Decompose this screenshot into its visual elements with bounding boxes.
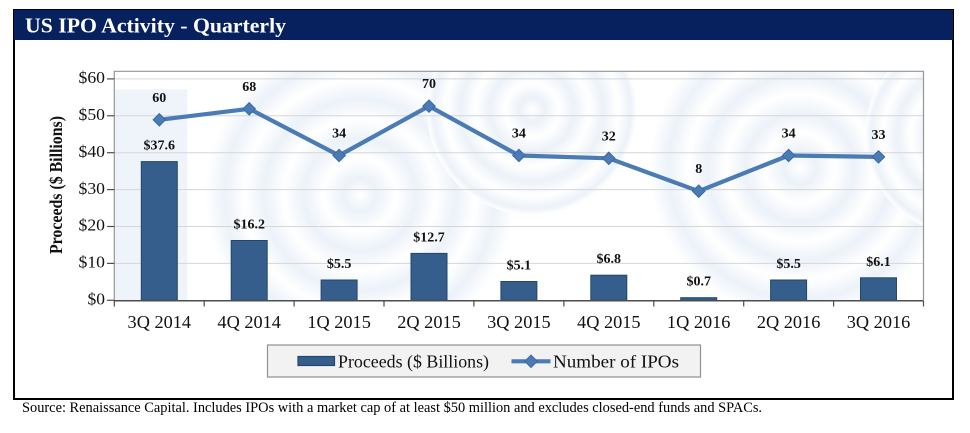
svg-text:$40: $40 [79,142,106,161]
svg-text:3Q 2015: 3Q 2015 [487,312,551,332]
svg-text:$16.2: $16.2 [233,218,265,233]
svg-text:1Q 2016: 1Q 2016 [667,312,731,332]
svg-text:2Q 2016: 2Q 2016 [757,312,821,332]
svg-text:3Q 2016: 3Q 2016 [847,312,911,332]
svg-text:Proceeds ($ Billions): Proceeds ($ Billions) [338,352,489,372]
svg-text:4Q 2014: 4Q 2014 [217,312,281,332]
svg-text:33: 33 [872,128,886,143]
svg-text:$20: $20 [79,216,106,235]
svg-text:34: 34 [332,127,346,142]
svg-text:34: 34 [512,127,526,142]
svg-text:$0.7: $0.7 [686,275,711,290]
svg-text:Source: Renaissance Capital. I: Source: Renaissance Capital. Includes IP… [22,400,762,416]
svg-text:$5.5: $5.5 [776,257,801,272]
svg-text:2Q 2015: 2Q 2015 [397,312,461,332]
svg-text:$5.1: $5.1 [507,259,532,274]
svg-text:4Q 2015: 4Q 2015 [577,312,641,332]
svg-text:Proceeds ($ Billions): Proceeds ($ Billions) [46,116,66,254]
svg-text:$37.6: $37.6 [144,139,176,154]
svg-text:$50: $50 [79,105,106,124]
svg-text:68: 68 [242,80,256,95]
svg-text:$10: $10 [79,253,106,272]
svg-text:$6.8: $6.8 [597,252,622,267]
svg-text:$5.5: $5.5 [327,257,352,272]
svg-text:Number of IPOs: Number of IPOs [553,352,679,372]
svg-text:70: 70 [422,77,436,92]
svg-text:8: 8 [695,162,702,177]
svg-text:1Q 2015: 1Q 2015 [307,312,371,332]
svg-text:3Q 2014: 3Q 2014 [128,312,192,332]
svg-text:$0: $0 [88,290,106,309]
svg-text:US IPO Activity - Quarterly: US IPO Activity - Quarterly [25,14,286,38]
svg-text:$12.7: $12.7 [413,230,445,245]
svg-text:60: 60 [152,91,166,106]
svg-text:32: 32 [602,129,616,144]
svg-text:$60: $60 [79,68,106,87]
svg-text:34: 34 [782,127,796,142]
svg-text:$6.1: $6.1 [866,255,891,270]
svg-text:$30: $30 [79,179,106,198]
